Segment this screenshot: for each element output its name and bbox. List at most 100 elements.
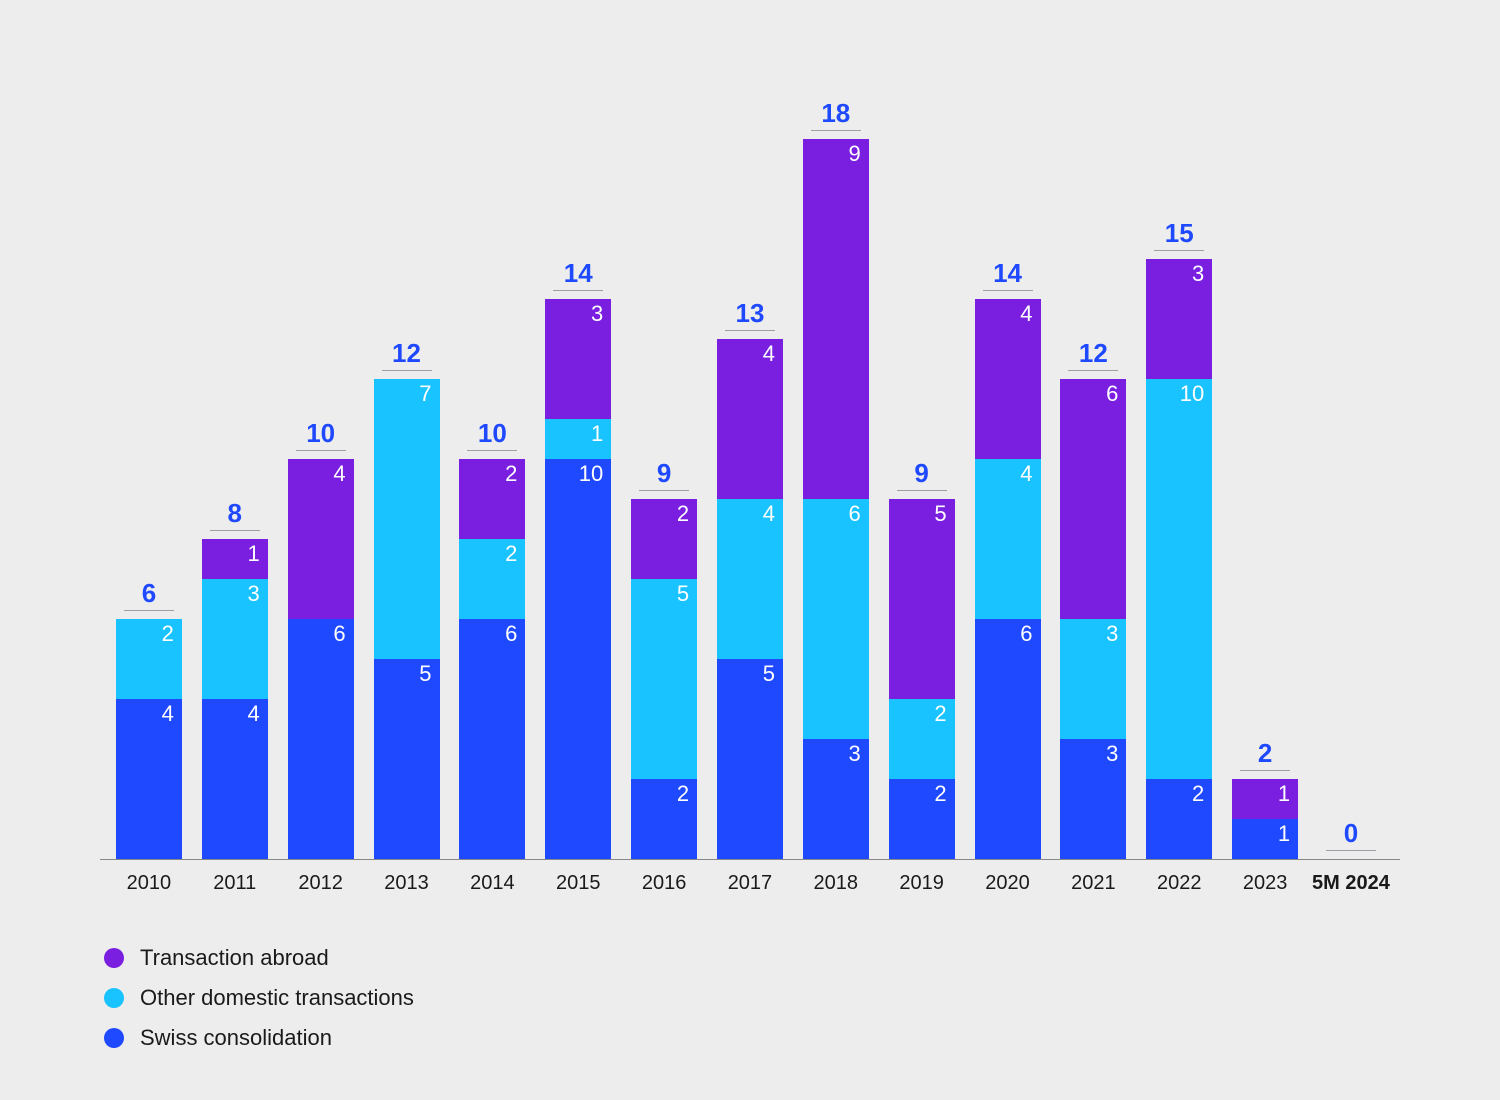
bar-total-rule [983, 290, 1033, 291]
bar-stack: 3 10 2 [1146, 259, 1212, 859]
legend-swatch [104, 948, 124, 968]
seg-other: 4 [717, 499, 783, 659]
seg-abroad: 2 [459, 459, 525, 539]
seg-value-label: 2 [677, 783, 689, 805]
seg-value-label: 6 [505, 623, 517, 645]
bar-total-rule [124, 610, 174, 611]
seg-value-label: 6 [1020, 623, 1032, 645]
seg-value-label: 5 [419, 663, 431, 685]
seg-value-label: 5 [677, 583, 689, 605]
seg-value-label: 10 [1180, 383, 1204, 405]
bar-total-label: 12 [392, 340, 421, 366]
seg-abroad: 9 [803, 139, 869, 499]
seg-value-label: 3 [1106, 623, 1118, 645]
seg-swiss: 6 [975, 619, 1041, 859]
bar-2016: 9252 [621, 80, 707, 859]
legend-item-swiss: Swiss consolidation [104, 1025, 1400, 1051]
bar-total-rule [296, 450, 346, 451]
bar-total-label: 6 [142, 580, 156, 606]
x-tick: 2022 [1136, 872, 1222, 895]
bar-2021: 12633 [1050, 80, 1136, 859]
bar-total-rule [897, 490, 947, 491]
x-tick: 2011 [192, 872, 278, 895]
seg-value-label: 4 [763, 343, 775, 365]
seg-value-label: 4 [333, 463, 345, 485]
x-tick: 2017 [707, 872, 793, 895]
x-tick: 2013 [364, 872, 450, 895]
seg-swiss: 2 [1146, 779, 1212, 859]
seg-abroad: 3 [1146, 259, 1212, 379]
seg-other: 4 [975, 459, 1041, 619]
bar-2017: 13445 [707, 80, 793, 859]
seg-swiss: 1 [1232, 819, 1298, 859]
bar-total-rule [1240, 770, 1290, 771]
bar-total-rule [1326, 850, 1376, 851]
seg-other: 1 [545, 419, 611, 459]
bar-stack: 445 [717, 339, 783, 859]
bar-stack: 1 3 4 [202, 539, 268, 859]
seg-value-label: 2 [162, 623, 174, 645]
seg-swiss: 2 [889, 779, 955, 859]
seg-value-label: 6 [849, 503, 861, 525]
seg-abroad: 4 [975, 299, 1041, 459]
bar-stack: 44 6 [975, 299, 1041, 859]
bar-stack: 226 [459, 459, 525, 859]
seg-swiss: 6 [288, 619, 354, 859]
x-tick: 2016 [621, 872, 707, 895]
x-tick: 2021 [1050, 872, 1136, 895]
seg-value-label: 4 [248, 703, 260, 725]
seg-swiss: 5 [717, 659, 783, 859]
seg-other: 2 [889, 699, 955, 779]
bar-5M-2024: 0 [1308, 80, 1394, 859]
bar-total-label: 13 [735, 300, 764, 326]
seg-other: 10 [1146, 379, 1212, 779]
seg-value-label: 7 [419, 383, 431, 405]
seg-value-label: 4 [162, 703, 174, 725]
bar-stack: 24 [116, 619, 182, 859]
bar-total-label: 8 [228, 500, 242, 526]
seg-swiss: 4 [116, 699, 182, 859]
bar-2010: 624 [106, 80, 192, 859]
bar-2023: 211 [1222, 80, 1308, 859]
seg-value-label: 2 [505, 463, 517, 485]
bars-container: 6248134104612751022614311092521344518963… [100, 80, 1400, 859]
seg-swiss: 5 [374, 659, 440, 859]
seg-value-label: 3 [1106, 743, 1118, 765]
seg-swiss: 2 [631, 779, 697, 859]
bar-2018: 18963 [793, 80, 879, 859]
seg-value-label: 1 [248, 543, 260, 565]
legend-swatch [104, 988, 124, 1008]
seg-abroad: 5 [889, 499, 955, 699]
seg-value-label: 1 [1278, 823, 1290, 845]
bar-2022: 15 3 10 2 [1136, 80, 1222, 859]
seg-swiss: 10 [545, 459, 611, 859]
bar-total-label: 14 [993, 260, 1022, 286]
seg-other: 3 [202, 579, 268, 699]
bar-total-label: 15 [1165, 220, 1194, 246]
bar-total-label: 0 [1344, 820, 1358, 846]
bar-total-rule [639, 490, 689, 491]
seg-value-label: 2 [934, 783, 946, 805]
seg-other: 3 [1060, 619, 1126, 739]
plot-area: 6248134104612751022614311092521344518963… [100, 80, 1400, 860]
bar-stack: 252 [631, 499, 697, 859]
seg-abroad: 3 [545, 299, 611, 419]
bar-total-rule [1154, 250, 1204, 251]
x-axis: 2010201120122013201420152016201720182019… [100, 860, 1400, 895]
legend: Transaction abroad Other domestic transac… [100, 945, 1400, 1051]
seg-abroad: 4 [288, 459, 354, 619]
seg-abroad: 6 [1060, 379, 1126, 619]
bar-total-rule [1068, 370, 1118, 371]
bar-stack: 75 [374, 379, 440, 859]
x-tick: 2020 [965, 872, 1051, 895]
seg-other: 2 [116, 619, 182, 699]
legend-item-abroad: Transaction abroad [104, 945, 1400, 971]
bar-total-label: 2 [1258, 740, 1272, 766]
x-tick: 2014 [449, 872, 535, 895]
bar-total-label: 14 [564, 260, 593, 286]
seg-value-label: 2 [1192, 783, 1204, 805]
legend-label: Other domestic transactions [140, 985, 414, 1011]
bar-stack: 6 3 3 [1060, 379, 1126, 859]
seg-value-label: 3 [591, 303, 603, 325]
seg-value-label: 1 [1278, 783, 1290, 805]
